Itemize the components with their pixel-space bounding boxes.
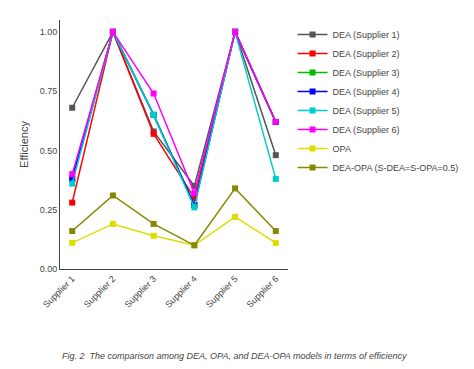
svg-text:Supplier 6: Supplier 6 [245, 274, 281, 310]
svg-text:DEA (Supplier 3): DEA (Supplier 3) [333, 68, 400, 78]
svg-text:DEA (Supplier 2): DEA (Supplier 2) [333, 49, 400, 59]
svg-text:DEA-OPA (S-DEA=S-OPA=0.5): DEA-OPA (S-DEA=S-OPA=0.5) [333, 163, 459, 173]
svg-text:Supplier 4: Supplier 4 [163, 274, 199, 310]
svg-text:0.00: 0.00 [40, 264, 58, 274]
svg-text:0.25: 0.25 [40, 205, 58, 215]
svg-text:Supplier 3: Supplier 3 [123, 274, 159, 310]
svg-text:1.00: 1.00 [40, 27, 58, 37]
svg-text:Efficiency: Efficiency [18, 121, 30, 168]
svg-text:OPA: OPA [333, 144, 351, 154]
svg-text:Supplier 1: Supplier 1 [41, 274, 77, 310]
svg-text:Supplier 2: Supplier 2 [82, 274, 118, 310]
svg-text:0.50: 0.50 [40, 146, 58, 156]
svg-text:DEA (Supplier 6): DEA (Supplier 6) [333, 125, 400, 135]
svg-text:DEA (Supplier 1): DEA (Supplier 1) [333, 30, 400, 40]
svg-text:DEA (Supplier 5): DEA (Supplier 5) [333, 106, 400, 116]
svg-text:Fig. 2 The comparison among D: Fig. 2 The comparison among DEA, OPA, an… [62, 351, 407, 361]
svg-text:0.75: 0.75 [40, 86, 58, 96]
svg-text:DEA (Supplier 4): DEA (Supplier 4) [333, 87, 400, 97]
svg-text:Supplier 5: Supplier 5 [204, 274, 240, 310]
